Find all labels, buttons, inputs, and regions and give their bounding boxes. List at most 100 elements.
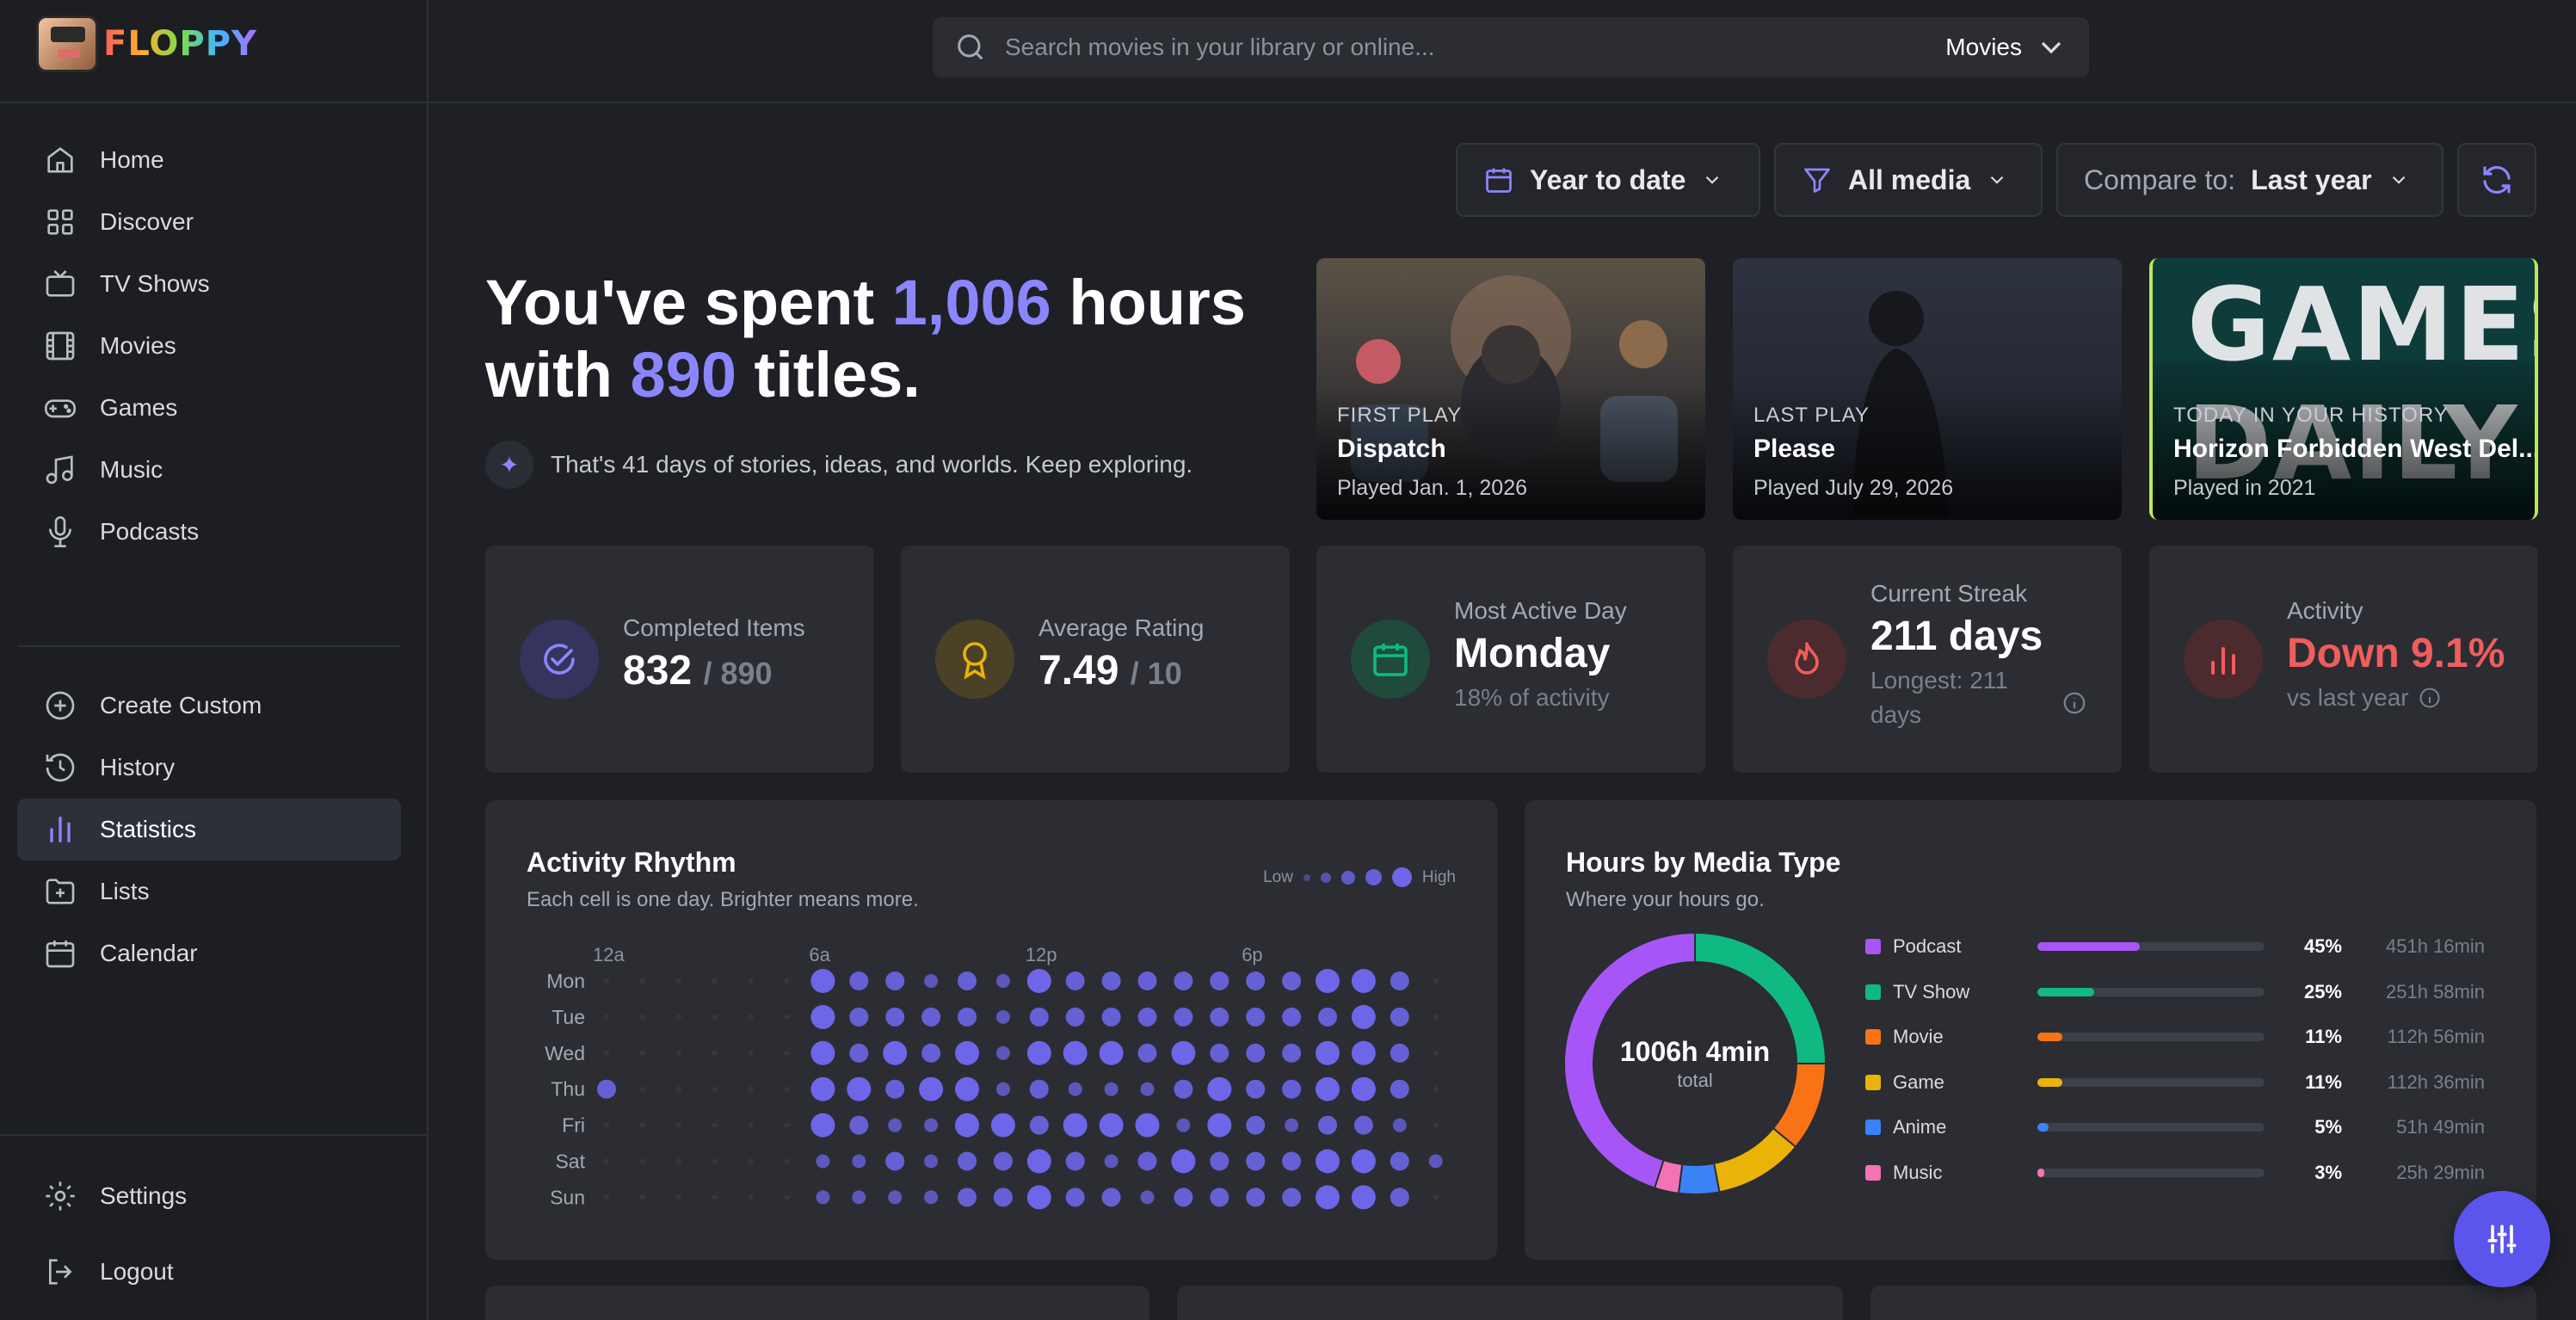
activity-cell[interactable] [1176,1118,1191,1132]
activity-cell[interactable] [1316,1185,1340,1210]
activity-cell[interactable] [1174,971,1193,990]
activity-cell[interactable] [1351,969,1376,993]
activity-cell[interactable] [1282,1187,1302,1207]
activity-cell[interactable] [1104,1082,1119,1096]
activity-cell[interactable] [852,1190,866,1205]
activity-cell[interactable] [1174,1007,1193,1027]
sidebar-item-games[interactable]: Games [17,377,401,439]
sidebar-item-podcasts[interactable]: Podcasts [17,501,401,563]
activity-cell[interactable] [1137,1151,1157,1171]
activity-cell[interactable] [748,1014,754,1020]
activity-cell[interactable] [604,1158,609,1164]
compare-filter[interactable]: Compare to: Last year [2056,143,2444,217]
activity-cell[interactable] [885,1151,905,1171]
activity-cell[interactable] [1316,1076,1340,1101]
media-breakdown-row[interactable]: Movie 11% 112h 56min [1865,1020,2485,1054]
activity-cell[interactable] [639,1014,645,1020]
activity-cell[interactable] [1316,1040,1340,1065]
activity-cell[interactable] [639,1086,645,1092]
activity-cell[interactable] [885,1007,905,1027]
activity-cell[interactable] [810,1004,835,1029]
search-input[interactable] [1005,34,1946,61]
activity-cell[interactable] [784,1014,790,1020]
activity-cell[interactable] [1433,1122,1439,1128]
sidebar-item-movies[interactable]: Movies [17,315,401,377]
activity-cell[interactable] [1210,1043,1229,1063]
sidebar-item-tv-shows[interactable]: TV Shows [17,253,401,315]
activity-cell[interactable] [1246,971,1266,990]
activity-cell[interactable] [919,1076,944,1101]
activity-cell[interactable] [712,1194,718,1200]
activity-cell[interactable] [995,1082,1010,1096]
activity-cell[interactable] [1135,1113,1160,1138]
activity-cell[interactable] [1101,971,1121,990]
activity-cell[interactable] [1026,1185,1051,1210]
activity-cell[interactable] [885,1079,905,1099]
sidebar-item-discover[interactable]: Discover [17,191,401,253]
activity-cell[interactable] [604,1050,609,1056]
activity-cell[interactable] [958,1187,977,1207]
activity-cell[interactable] [1026,1149,1051,1174]
activity-cell[interactable] [748,978,754,984]
activity-cell[interactable] [1390,1043,1409,1063]
activity-cell[interactable] [1390,1007,1409,1027]
media-breakdown-row[interactable]: Anime 5% 51h 49min [1865,1110,2485,1144]
activity-cell[interactable] [849,1007,869,1027]
activity-cell[interactable] [1246,1043,1266,1063]
activity-cell[interactable] [675,1158,681,1164]
activity-cell[interactable] [1390,1187,1409,1207]
activity-cell[interactable] [958,971,977,990]
activity-cell[interactable] [888,1190,903,1205]
activity-cell[interactable] [1351,1004,1376,1029]
activity-cell[interactable] [748,1086,754,1092]
activity-cell[interactable] [1351,1040,1376,1065]
activity-cell[interactable] [1318,1007,1337,1027]
activity-cell[interactable] [1207,1076,1232,1101]
info-icon[interactable] [2061,690,2087,716]
activity-cell[interactable] [888,1118,903,1132]
activity-cell[interactable] [1433,1014,1439,1020]
activity-cell[interactable] [885,971,905,990]
activity-cell[interactable] [712,978,718,984]
donut-slice-podcast[interactable] [1564,933,1696,1189]
activity-cell[interactable] [1353,1115,1373,1135]
activity-cell[interactable] [1246,1187,1266,1207]
activity-cell[interactable] [849,971,869,990]
activity-cell[interactable] [639,1194,645,1200]
activity-cell[interactable] [1210,1151,1229,1171]
activity-cell[interactable] [1351,1185,1376,1210]
activity-cell[interactable] [955,1113,979,1138]
activity-cell[interactable] [816,1190,830,1205]
activity-cell[interactable] [675,1194,681,1200]
activity-cell[interactable] [924,974,939,988]
activity-cell[interactable] [1101,1187,1121,1207]
media-breakdown-row[interactable]: TV Show 25% 251h 58min [1865,975,2485,1009]
activity-cell[interactable] [1282,1151,1302,1171]
activity-cell[interactable] [1140,1082,1155,1096]
sidebar-item-lists[interactable]: Lists [17,860,401,922]
activity-cell[interactable] [1282,1043,1302,1063]
activity-cell[interactable] [784,1158,790,1164]
activity-cell[interactable] [1316,969,1340,993]
info-icon[interactable] [2418,686,2442,710]
activity-cell[interactable] [748,1050,754,1056]
sidebar-item-logout[interactable]: Logout [17,1241,401,1303]
activity-cell[interactable] [1282,971,1302,990]
activity-cell[interactable] [712,1050,718,1056]
activity-cell[interactable] [675,1122,681,1128]
activity-cell[interactable] [1104,1154,1119,1169]
activity-cell[interactable] [990,1113,1015,1138]
sidebar-item-create-custom[interactable]: Create Custom [17,675,401,737]
activity-cell[interactable] [1174,1079,1193,1099]
activity-cell[interactable] [712,1122,718,1128]
activity-cell[interactable] [995,1009,1010,1024]
activity-cell[interactable] [1210,1007,1229,1027]
activity-cell[interactable] [675,1050,681,1056]
activity-cell[interactable] [1351,1076,1376,1101]
activity-cell[interactable] [1063,1113,1088,1138]
activity-cell[interactable] [1433,1086,1439,1092]
media-breakdown-row[interactable]: Podcast 45% 451h 16min [1865,929,2485,964]
activity-cell[interactable] [748,1122,754,1128]
refresh-button[interactable] [2457,143,2536,217]
donut-slice-anime[interactable] [1677,1162,1721,1194]
